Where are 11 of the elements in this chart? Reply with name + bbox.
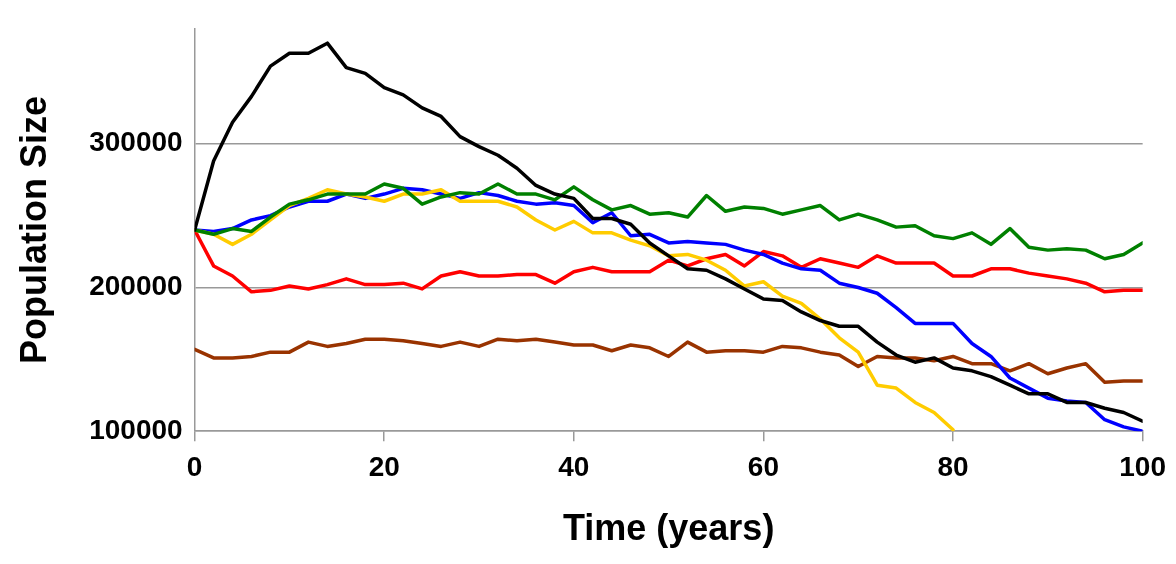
x-tick-label: 0 bbox=[186, 450, 203, 482]
x-tick-label: 60 bbox=[747, 450, 780, 482]
x-axis-title: Time (years) bbox=[562, 507, 775, 549]
y-tick-label: 200000 bbox=[89, 270, 183, 302]
x-tick-label: 20 bbox=[368, 450, 400, 482]
x-tick-label: 100 bbox=[1119, 450, 1166, 482]
x-tick-label: 80 bbox=[937, 450, 969, 482]
y-tick-label: 100000 bbox=[89, 413, 183, 445]
y-axis-title: Population Size bbox=[12, 95, 54, 365]
x-tick-label: 40 bbox=[558, 450, 590, 482]
y-tick-label: 300000 bbox=[89, 126, 183, 158]
